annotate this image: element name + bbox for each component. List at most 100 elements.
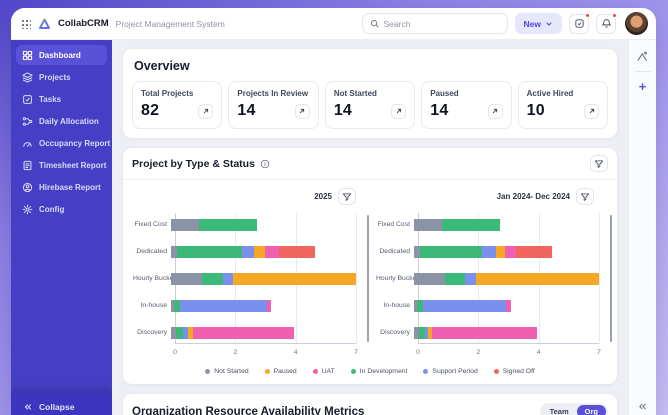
legend-dot [205, 369, 211, 374]
stat-label: Paused [430, 89, 459, 98]
info-icon[interactable] [260, 159, 270, 169]
sidebar-item-config[interactable]: Config [16, 199, 107, 219]
panel-scrollbar[interactable] [366, 215, 369, 342]
bar-segment [441, 218, 501, 231]
stat-label: Not Started [333, 89, 377, 98]
sidebar-collapse-button[interactable]: Collapse [11, 393, 112, 415]
notification-dot [612, 12, 617, 18]
plus-icon[interactable]: + [638, 79, 647, 94]
stacked-bar[interactable] [414, 299, 599, 312]
bar-segment [183, 326, 188, 339]
sidebar-item-tasks[interactable]: Tasks [16, 89, 107, 109]
sidebar-item-label: Daily Allocation [39, 116, 99, 126]
arrow-up-right-button[interactable] [487, 103, 503, 119]
main-content: Overview Total Projects 82 Projects In R… [112, 40, 628, 415]
x-axis: 0 2 4 7 [173, 346, 358, 360]
left-chart-filter-button[interactable] [338, 188, 356, 205]
stacked-bar[interactable] [414, 272, 599, 285]
x-axis-tick: 2 [476, 349, 481, 356]
bar-segment [414, 272, 445, 285]
sidebar-item-hirebase-report[interactable]: Hirebase Report [16, 177, 107, 197]
bar-segment [515, 245, 552, 258]
gauge-icon [22, 138, 33, 149]
notifications-button[interactable] [596, 12, 617, 34]
bar-segment [495, 245, 505, 258]
overview-stats-row: Total Projects 82 Projects In Review 14 … [132, 81, 609, 129]
sidebar-item-label: Config [39, 204, 65, 214]
chart-legend: Not Started Paused UAT In Development Suppor… [123, 360, 617, 384]
stat-label: Active Hired [526, 89, 574, 98]
arrow-up-right-button[interactable] [198, 103, 214, 119]
project-type-status-section: Project by Type & Status 2025 [122, 147, 618, 385]
sidebar-item-label: Timesheet Report [39, 160, 107, 170]
app-window: CollabCRM Project Management System New [11, 8, 656, 415]
gear-icon [22, 204, 33, 215]
toggle-team[interactable]: Team [549, 407, 569, 415]
stacked-bar[interactable] [414, 326, 599, 339]
legend-dot [493, 369, 499, 374]
stacked-bar[interactable] [171, 272, 356, 285]
collapse-rail-icon[interactable] [637, 401, 648, 412]
bar-segment [464, 272, 476, 285]
charts-row: Fixed Cost Dedicated Hourly Bucket In-house… [123, 207, 617, 360]
new-button[interactable]: New [514, 13, 562, 34]
stacked-bar[interactable] [171, 299, 356, 312]
bar-segment [171, 326, 176, 339]
bar-segment [444, 272, 465, 285]
stat-card: Active Hired 10 [517, 81, 609, 129]
toggle-org[interactable]: Org [576, 405, 606, 415]
chart-category-row: In-house [376, 292, 601, 319]
legend-dot [423, 369, 429, 374]
left-chart-filter-group: 2025 [132, 188, 370, 205]
bell-icon [600, 18, 612, 29]
task-check-icon [574, 18, 585, 29]
bar-segment [187, 326, 193, 339]
category-label: In-house [383, 302, 410, 309]
app-subtitle: Project Management System [115, 18, 225, 29]
presentation-icon[interactable] [636, 50, 649, 63]
filter-button[interactable] [590, 155, 608, 172]
x-axis: 0 2 4 7 [416, 346, 601, 360]
stat-value: 14 [333, 102, 353, 119]
stacked-bar[interactable] [414, 245, 599, 258]
chart-category-row: Fixed Cost [133, 211, 358, 238]
search-box[interactable] [361, 13, 508, 34]
bar-segment [180, 299, 267, 312]
stat-label: Total Projects [141, 89, 194, 98]
bar-segment [423, 299, 507, 312]
org-availability-section: Organization Resource Availability Metri… [122, 393, 618, 415]
bar-segment [265, 245, 279, 258]
panel-scrollbar[interactable] [609, 215, 612, 342]
apps-grid-icon[interactable] [21, 18, 31, 29]
notification-dot [585, 12, 590, 18]
legend-label: UAT [321, 368, 335, 375]
stacked-bar[interactable] [171, 245, 356, 258]
right-chart-filter-button[interactable] [576, 188, 594, 205]
arrow-up-right-button[interactable] [391, 103, 407, 119]
legend-item: Paused [264, 368, 297, 375]
project-section-title: Project by Type & Status [132, 157, 255, 170]
check-square-icon [22, 94, 33, 105]
x-axis-tick: 0 [173, 349, 177, 356]
bar-segment [432, 326, 538, 339]
user-avatar[interactable] [625, 12, 648, 35]
sidebar-item-daily-allocation[interactable]: Daily Allocation [16, 111, 107, 131]
stacked-bar[interactable] [171, 218, 356, 231]
search-icon [370, 19, 379, 28]
sidebar-item-projects[interactable]: Projects [16, 67, 107, 87]
bar-segment [223, 272, 233, 285]
stacked-bar[interactable] [171, 326, 356, 339]
arrow-up-right-button[interactable] [294, 103, 310, 119]
approvals-button[interactable] [569, 12, 590, 34]
legend-item: Not Started [205, 368, 249, 375]
category-label: Hourly Bucket [376, 275, 419, 282]
bar-segment [171, 245, 178, 258]
search-input[interactable] [383, 18, 500, 29]
sidebar-item-timesheet-report[interactable]: Timesheet Report [16, 155, 107, 175]
sidebar-item-occupancy-report[interactable]: Occupancy Report [16, 133, 110, 153]
stacked-bar[interactable] [414, 218, 599, 231]
sidebar-item-dashboard[interactable]: Dashboard [16, 45, 107, 65]
stat-value: 14 [430, 102, 449, 119]
arrow-up-right-button[interactable] [584, 103, 600, 119]
